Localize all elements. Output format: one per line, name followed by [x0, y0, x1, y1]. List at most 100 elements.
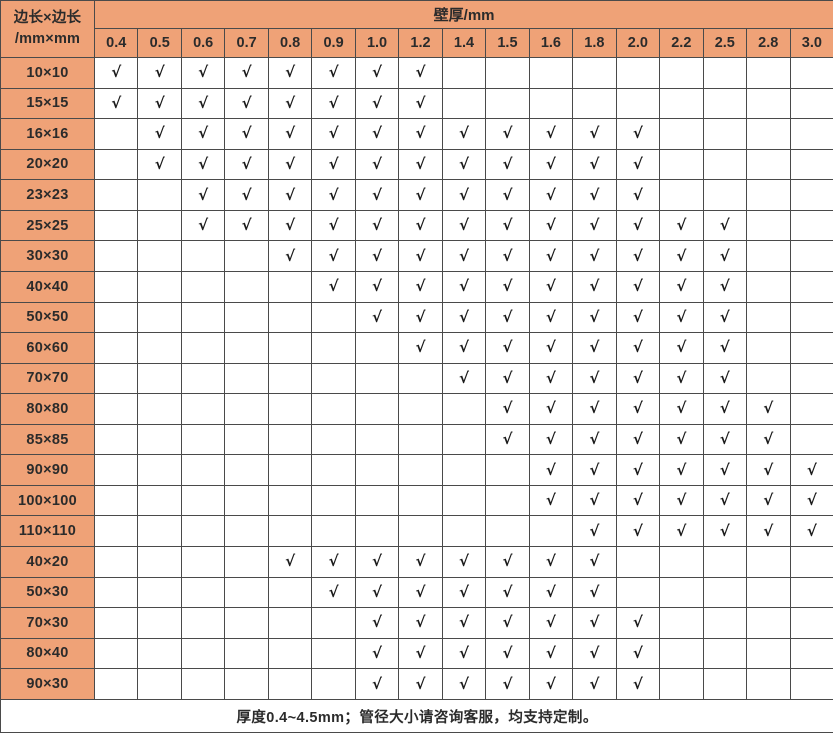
row-label-size: 30×30	[0, 240, 95, 272]
check-mark-icon: √	[458, 368, 469, 387]
availability-cell-checked: √	[746, 423, 791, 456]
availability-cell-checked: √	[354, 87, 400, 120]
availability-cell-checked: √	[659, 362, 704, 395]
row-label-size: 70×70	[0, 362, 95, 395]
availability-cell-checked: √	[354, 546, 400, 578]
availability-cell-checked: √	[746, 393, 791, 425]
check-mark-icon: √	[676, 216, 687, 235]
availability-cell-empty	[702, 57, 748, 89]
check-mark-icon: √	[372, 154, 383, 173]
check-mark-icon: √	[415, 216, 426, 235]
availability-cell-empty	[398, 362, 443, 395]
availability-cell-checked: √	[485, 393, 530, 425]
check-mark-icon: √	[415, 246, 426, 265]
availability-cell-checked: √	[615, 393, 661, 425]
availability-cell-checked: √	[354, 637, 400, 670]
check-mark-icon: √	[198, 93, 209, 112]
availability-cell-checked: √	[528, 607, 574, 639]
check-mark-icon: √	[589, 307, 600, 326]
check-mark-icon: √	[545, 154, 556, 173]
availability-cell-empty	[267, 423, 313, 456]
check-mark-icon: √	[502, 338, 513, 357]
thickness-header-2.0: 2.0	[615, 28, 661, 58]
check-mark-icon: √	[241, 63, 252, 82]
check-mark-icon: √	[632, 124, 643, 143]
availability-cell-checked: √	[441, 546, 487, 578]
check-mark-icon: √	[545, 338, 556, 357]
availability-cell-checked: √	[441, 576, 487, 609]
availability-cell-empty	[702, 576, 748, 609]
availability-cell-empty	[702, 546, 748, 578]
availability-cell-checked: √	[572, 362, 617, 395]
check-mark-icon: √	[632, 246, 643, 265]
availability-cell-empty	[789, 332, 833, 364]
availability-cell-empty	[789, 87, 833, 120]
check-mark-icon: √	[763, 521, 774, 540]
availability-cell-empty	[789, 148, 833, 181]
availability-cell-empty	[180, 240, 226, 272]
availability-cell-checked: √	[398, 118, 443, 150]
corner-header-line-2: /mm×mm	[14, 31, 81, 47]
check-mark-icon: √	[328, 246, 339, 265]
availability-cell-checked: √	[572, 607, 617, 639]
group-header-wall-thickness: 壁厚/mm	[93, 0, 833, 29]
availability-cell-empty	[746, 362, 791, 395]
availability-cell-empty	[311, 515, 356, 547]
availability-cell-empty	[311, 423, 356, 456]
check-mark-icon: √	[372, 277, 383, 296]
check-mark-icon: √	[676, 521, 687, 540]
availability-cell-checked: √	[528, 301, 574, 334]
group-header-row: 边长×边长 /mm×mm 壁厚/mm	[0, 0, 833, 58]
availability-cell-checked: √	[267, 57, 313, 89]
availability-cell-empty	[267, 484, 313, 517]
check-mark-icon: √	[154, 93, 165, 112]
availability-cell-empty	[441, 515, 487, 547]
availability-cell-checked: √	[572, 179, 617, 211]
availability-cell-empty	[311, 393, 356, 425]
table-row: 90×90 √ √ √ √ √ √ √	[0, 454, 833, 486]
check-mark-icon: √	[632, 399, 643, 418]
availability-cell-checked: √	[311, 240, 356, 272]
thickness-header-0.7: 0.7	[224, 28, 269, 58]
availability-cell-checked: √	[485, 362, 530, 395]
availability-cell-empty	[702, 148, 748, 181]
availability-cell-empty	[93, 668, 139, 700]
table-row: 110×110 √ √ √ √ √ √	[0, 515, 833, 547]
check-mark-icon: √	[719, 277, 730, 296]
availability-cell-checked: √	[615, 607, 661, 639]
availability-cell-empty	[441, 454, 487, 486]
check-mark-icon: √	[719, 399, 730, 418]
availability-cell-empty	[789, 668, 833, 700]
check-mark-icon: √	[632, 491, 643, 510]
availability-cell-checked: √	[137, 148, 182, 181]
check-mark-icon: √	[676, 399, 687, 418]
availability-cell-checked: √	[702, 301, 748, 334]
check-mark-icon: √	[458, 643, 469, 662]
availability-cell-checked: √	[311, 148, 356, 181]
availability-cell-checked: √	[746, 515, 791, 547]
availability-cell-empty	[789, 118, 833, 150]
availability-cell-empty	[702, 87, 748, 120]
check-mark-icon: √	[328, 582, 339, 601]
availability-cell-checked: √	[267, 209, 313, 242]
check-mark-icon: √	[545, 399, 556, 418]
table-row: 85×85 √ √ √ √ √ √ √	[0, 423, 833, 456]
thickness-header-2.5: 2.5	[702, 28, 748, 58]
availability-cell-empty	[354, 362, 400, 395]
availability-cell-checked: √	[528, 209, 574, 242]
check-mark-icon: √	[372, 246, 383, 265]
check-mark-icon: √	[198, 154, 209, 173]
availability-cell-empty	[659, 607, 704, 639]
check-mark-icon: √	[589, 582, 600, 601]
check-mark-icon: √	[545, 491, 556, 510]
check-mark-icon: √	[589, 338, 600, 357]
check-mark-icon: √	[328, 63, 339, 82]
check-mark-icon: √	[589, 643, 600, 662]
check-mark-icon: √	[676, 491, 687, 510]
availability-cell-checked: √	[485, 209, 530, 242]
availability-cell-checked: √	[441, 179, 487, 211]
check-mark-icon: √	[154, 124, 165, 143]
availability-cell-empty	[572, 57, 617, 89]
availability-cell-checked: √	[354, 240, 400, 272]
availability-cell-empty	[746, 87, 791, 120]
